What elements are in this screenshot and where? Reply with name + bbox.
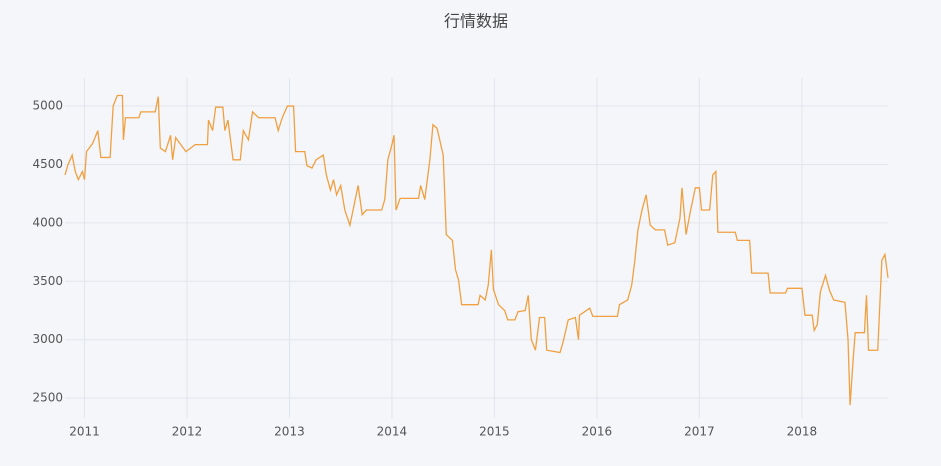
chart-title: 行情数据 — [444, 12, 508, 31]
x-tick-label: 2012 — [172, 425, 203, 439]
y-tick-label: 2500 — [32, 391, 63, 405]
x-tick-label: 2013 — [274, 425, 305, 439]
x-tick-label: 2017 — [684, 425, 715, 439]
y-tick-label: 4500 — [32, 157, 63, 171]
x-tick-label: 2015 — [479, 425, 510, 439]
y-tick-label: 5000 — [32, 99, 63, 113]
x-tick-label: 2011 — [69, 425, 100, 439]
line — [64, 94, 889, 406]
x-tick-label: 2016 — [582, 425, 613, 439]
y-tick-label: 4000 — [32, 215, 63, 229]
x-tick-label: 2014 — [377, 425, 408, 439]
y-tick-label: 3500 — [32, 274, 63, 288]
y-tick-label: 3000 — [32, 332, 63, 346]
x-tick-label: 2018 — [787, 425, 818, 439]
